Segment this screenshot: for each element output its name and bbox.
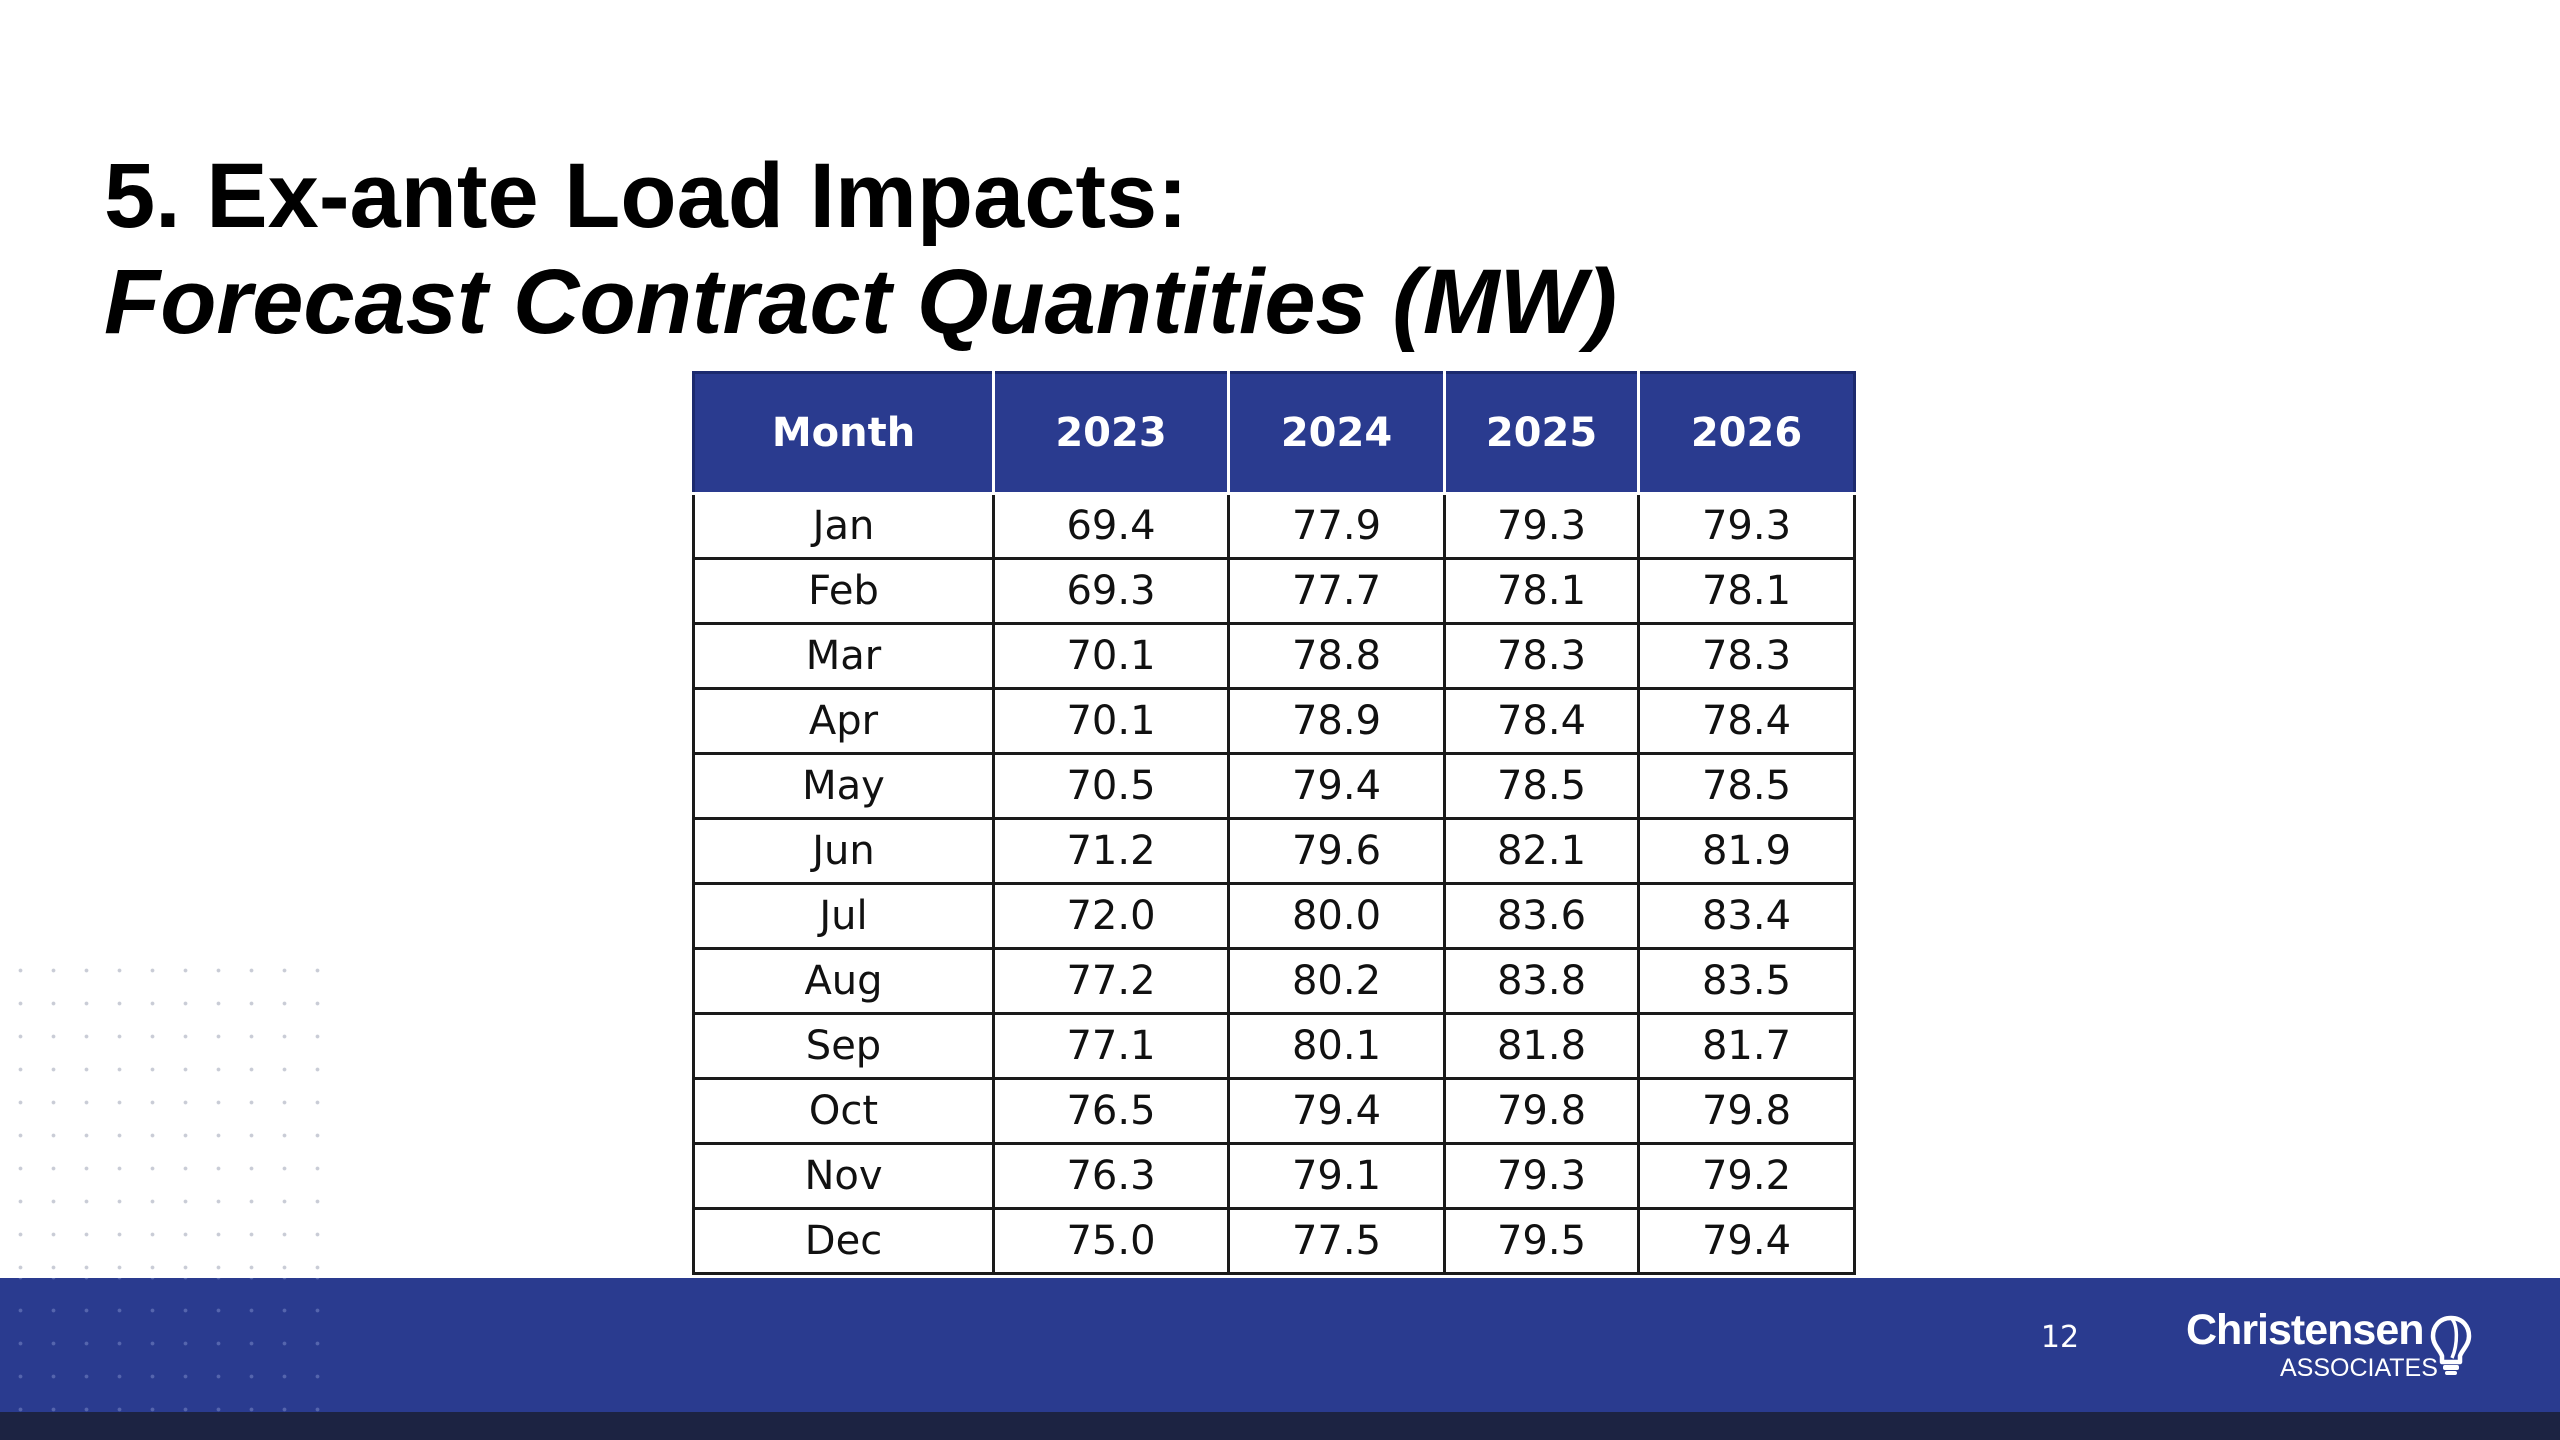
table-row: Oct 76.5 79.4 79.8 79.8 [692,1077,1856,1145]
logo-name: Christensen [2186,1306,2425,1354]
table-row: Apr 70.1 78.9 78.4 78.4 [692,687,1856,755]
month-cell: Oct [692,1077,995,1145]
value-cell: 80.0 [1227,882,1446,950]
table-header-row: Month 2023 2024 2025 2026 [692,371,1856,495]
value-cell: 79.8 [1443,1077,1640,1145]
value-cell: 81.8 [1443,1012,1640,1080]
value-cell: 77.7 [1227,557,1446,625]
value-cell: 78.1 [1637,557,1856,625]
title-line-2: Forecast Contract Quantities (MW) [104,251,1618,353]
value-cell: 81.9 [1637,817,1856,885]
month-cell: Dec [692,1207,995,1275]
value-cell: 80.2 [1227,947,1446,1015]
value-cell: 69.3 [992,557,1230,625]
month-cell: Jul [692,882,995,950]
value-cell: 78.3 [1443,622,1640,690]
value-cell: 78.1 [1443,557,1640,625]
table-row: Feb 69.3 77.7 78.1 78.1 [692,557,1856,625]
value-cell: 75.0 [992,1207,1230,1275]
value-cell: 78.5 [1637,752,1856,820]
value-cell: 78.3 [1637,622,1856,690]
value-cell: 83.6 [1443,882,1640,950]
contract-quantities-table: Month 2023 2024 2025 2026 Jan 69.4 77.9 … [692,371,1856,1275]
table-row: Nov 76.3 79.1 79.3 79.2 [692,1142,1856,1210]
month-cell: Nov [692,1142,995,1210]
value-cell: 76.5 [992,1077,1230,1145]
value-cell: 82.1 [1443,817,1640,885]
header-2026: 2026 [1637,371,1856,495]
value-cell: 79.4 [1637,1207,1856,1275]
value-cell: 77.1 [992,1012,1230,1080]
month-cell: Mar [692,622,995,690]
footer-band [0,1278,2560,1412]
page-number: 12 [2040,1320,2080,1355]
value-cell: 79.3 [1637,492,1856,560]
value-cell: 81.7 [1637,1012,1856,1080]
month-cell: Feb [692,557,995,625]
header-2025: 2025 [1443,371,1640,495]
value-cell: 79.6 [1227,817,1446,885]
value-cell: 83.4 [1637,882,1856,950]
month-cell: Apr [692,687,995,755]
value-cell: 78.8 [1227,622,1446,690]
header-month: Month [692,371,995,495]
value-cell: 77.2 [992,947,1230,1015]
month-cell: Jan [692,492,995,560]
value-cell: 79.1 [1227,1142,1446,1210]
table-row: Jan 69.4 77.9 79.3 79.3 [692,492,1856,560]
table-row: Jun 71.2 79.6 82.1 81.9 [692,817,1856,885]
value-cell: 78.4 [1637,687,1856,755]
value-cell: 83.5 [1637,947,1856,1015]
value-cell: 79.2 [1637,1142,1856,1210]
month-cell: Aug [692,947,995,1015]
header-2024: 2024 [1227,371,1446,495]
value-cell: 69.4 [992,492,1230,560]
table-row: May 70.5 79.4 78.5 78.5 [692,752,1856,820]
month-cell: May [692,752,995,820]
table-row: Sep 77.1 80.1 81.8 81.7 [692,1012,1856,1080]
value-cell: 80.1 [1227,1012,1446,1080]
value-cell: 70.1 [992,622,1230,690]
value-cell: 79.3 [1443,492,1640,560]
value-cell: 70.5 [992,752,1230,820]
value-cell: 79.8 [1637,1077,1856,1145]
month-cell: Jun [692,817,995,885]
value-cell: 78.9 [1227,687,1446,755]
value-cell: 79.3 [1443,1142,1640,1210]
value-cell: 71.2 [992,817,1230,885]
value-cell: 78.4 [1443,687,1640,755]
title-line-1: 5. Ex-ante Load Impacts: [104,145,1188,247]
lightbulb-icon [2430,1315,2472,1375]
table-row: Dec 75.0 77.5 79.5 79.4 [692,1207,1856,1275]
bottom-strip [0,1412,2560,1440]
value-cell: 77.5 [1227,1207,1446,1275]
value-cell: 79.4 [1227,1077,1446,1145]
christensen-logo: Christensen ASSOCIATES [2180,1306,2480,1386]
value-cell: 77.9 [1227,492,1446,560]
table-row: Aug 77.2 80.2 83.8 83.5 [692,947,1856,1015]
value-cell: 83.8 [1443,947,1640,1015]
value-cell: 72.0 [992,882,1230,950]
value-cell: 70.1 [992,687,1230,755]
table-row: Mar 70.1 78.8 78.3 78.3 [692,622,1856,690]
value-cell: 78.5 [1443,752,1640,820]
header-2023: 2023 [992,371,1230,495]
value-cell: 76.3 [992,1142,1230,1210]
month-cell: Sep [692,1012,995,1080]
table-row: Jul 72.0 80.0 83.6 83.4 [692,882,1856,950]
value-cell: 79.5 [1443,1207,1640,1275]
logo-subtitle: ASSOCIATES [2280,1354,2438,1382]
slide-title: 5. Ex-ante Load Impacts: Forecast Contra… [104,143,1617,355]
value-cell: 79.4 [1227,752,1446,820]
